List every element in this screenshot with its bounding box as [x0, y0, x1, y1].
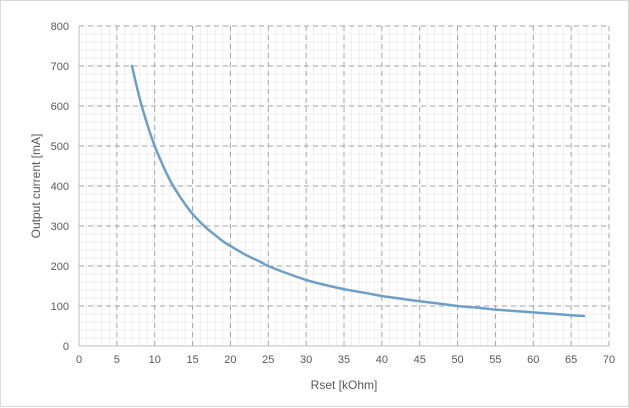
- y-tick-labels: 0 100 200 300 400 500 600 700 800: [51, 21, 69, 353]
- y-axis-title: Output current [mA]: [29, 134, 43, 239]
- x-tick-label: 40: [376, 354, 388, 366]
- y-tick-label: 0: [63, 341, 69, 353]
- y-tick-label: 700: [51, 61, 69, 73]
- x-tick-label: 15: [186, 354, 198, 366]
- x-tick-label: 65: [565, 354, 577, 366]
- series-layer: [130, 64, 586, 318]
- major-grid: [79, 25, 610, 346]
- y-tick-label: 300: [51, 221, 69, 233]
- x-tick-label: 20: [224, 354, 236, 366]
- x-tick-label: 55: [489, 354, 501, 366]
- x-tick-labels: 0 5 10 15 20 25 30 35 40 45 50 55 60 65 70: [76, 354, 615, 366]
- x-tick-label: 45: [414, 354, 426, 366]
- x-tick-label: 35: [338, 354, 350, 366]
- x-tick-label: 70: [603, 354, 615, 366]
- x-tick-label: 30: [300, 354, 312, 366]
- y-tick-label: 200: [51, 261, 69, 273]
- x-tick-label: 0: [76, 354, 82, 366]
- x-tick-label: 25: [262, 354, 274, 366]
- x-tick-label: 5: [114, 354, 120, 366]
- axes: [78, 26, 609, 347]
- y-tick-label: 600: [51, 101, 69, 113]
- x-axis-title: Rset [kOhm]: [311, 378, 378, 392]
- y-tick-label: 100: [51, 301, 69, 313]
- y-tick-label: 800: [51, 21, 69, 33]
- series-line: [130, 64, 586, 318]
- x-tick-label: 10: [149, 354, 161, 366]
- x-tick-label: 50: [451, 354, 463, 366]
- y-tick-label: 400: [51, 181, 69, 193]
- y-tick-label: 500: [51, 141, 69, 153]
- x-tick-label: 60: [527, 354, 539, 366]
